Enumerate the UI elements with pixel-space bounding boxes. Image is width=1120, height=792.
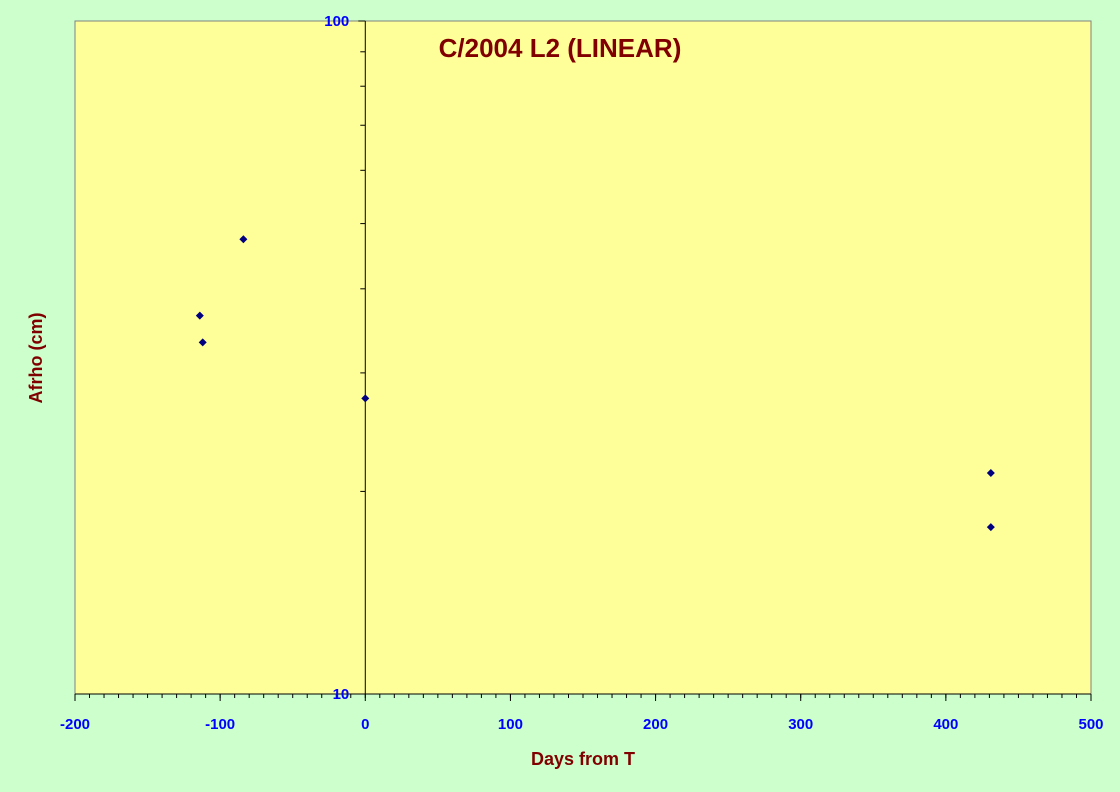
y-tick-labels: 10 100 [324, 13, 349, 703]
x-tick-label: 100 [498, 716, 523, 733]
x-tick-label: -200 [60, 716, 90, 733]
x-tick-label: 400 [933, 716, 958, 733]
data-points [195, 235, 995, 532]
y-tick-label: 100 [324, 13, 349, 30]
chart-title: C/2004 L2 (LINEAR) [439, 33, 682, 63]
data-point [239, 235, 248, 244]
x-tick-label: 200 [643, 716, 668, 733]
x-axis-ticks [74, 693, 1092, 701]
y-tick-label: 10 [333, 686, 350, 703]
x-tick-label: 500 [1078, 716, 1103, 733]
y-axis-title: Afrho (cm) [26, 313, 46, 404]
plot-area [74, 20, 1092, 695]
data-point [198, 338, 207, 347]
data-point [986, 523, 995, 532]
data-point [361, 394, 370, 403]
x-tick-label: 0 [361, 716, 369, 733]
x-tick-label: 300 [788, 716, 813, 733]
data-point [986, 469, 995, 478]
x-axis-title: Days from T [531, 749, 635, 769]
y-axis-ticks [358, 20, 366, 695]
data-point [195, 311, 204, 320]
x-tick-labels: -200 -100 0 100 200 300 400 500 [60, 716, 1104, 733]
x-tick-label: -100 [205, 716, 235, 733]
